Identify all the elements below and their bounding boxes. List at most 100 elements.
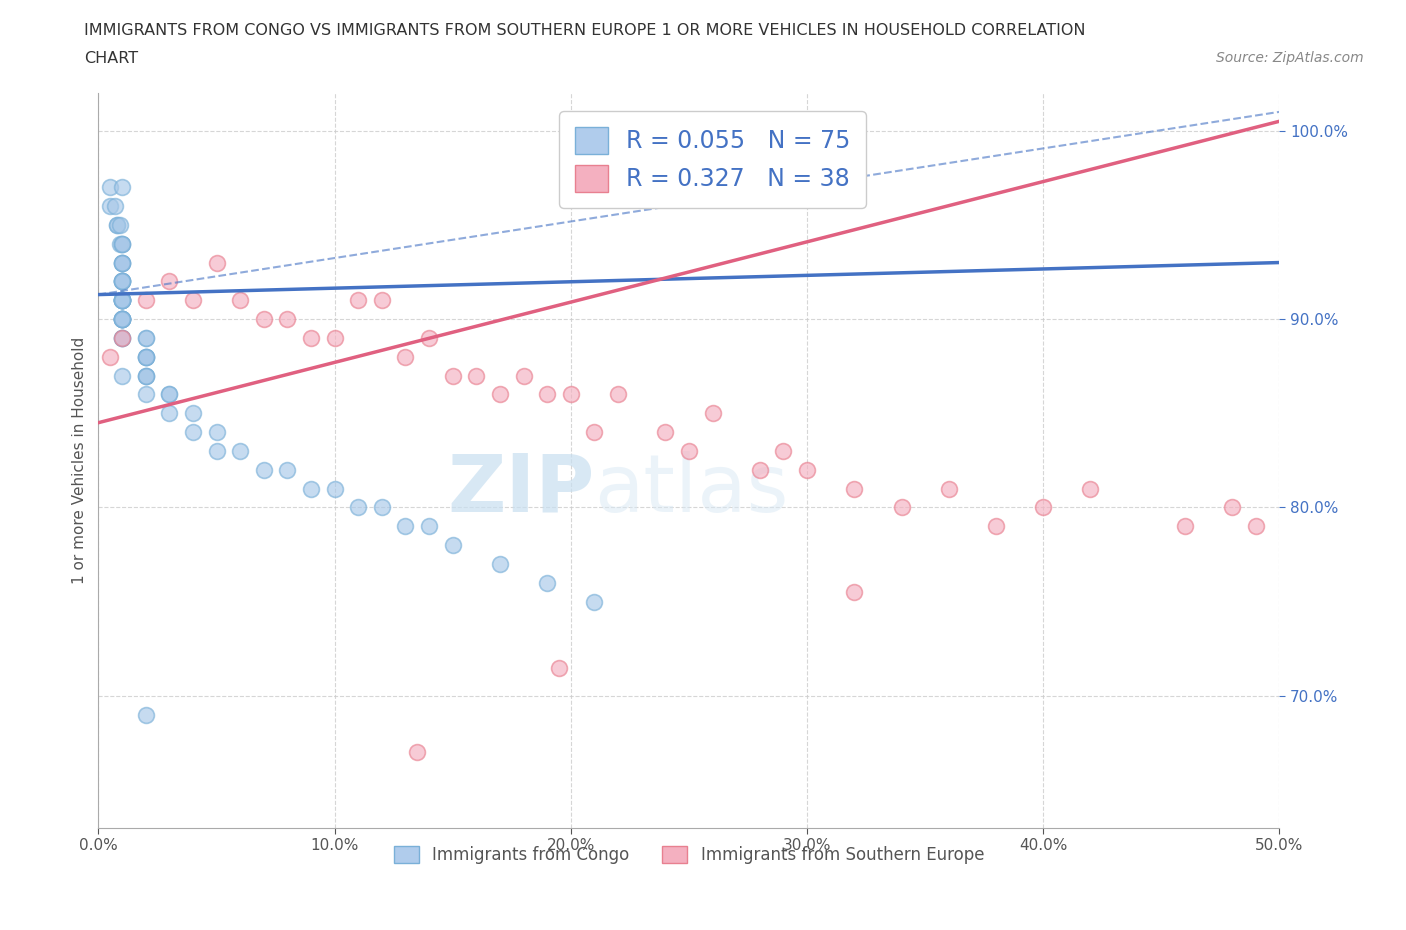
Point (607, 387, 630, 402)
Point (205, 255, 228, 270)
Point (135, 293, 157, 308)
Point (276, 462, 298, 477)
Point (135, 330, 157, 345)
Point (181, 425, 204, 440)
Point (111, 312, 134, 326)
Point (111, 274, 134, 289)
Point (111, 274, 134, 289)
Point (229, 293, 252, 308)
Point (111, 274, 134, 289)
Point (536, 387, 558, 402)
Point (111, 330, 134, 345)
Point (772, 444, 794, 458)
Point (560, 387, 582, 402)
Point (111, 293, 134, 308)
Point (135, 350, 157, 365)
Point (583, 425, 606, 440)
Point (111, 312, 134, 326)
Point (1032, 500, 1054, 515)
Point (108, 218, 131, 232)
Point (1080, 481, 1102, 496)
Point (111, 255, 134, 270)
Point (104, 199, 127, 214)
Text: IMMIGRANTS FROM CONGO VS IMMIGRANTS FROM SOUTHERN EUROPE 1 OR MORE VEHICLES IN H: IMMIGRANTS FROM CONGO VS IMMIGRANTS FROM… (84, 23, 1085, 38)
Point (135, 368, 157, 383)
Text: Source: ZipAtlas.com: Source: ZipAtlas.com (1216, 51, 1364, 65)
Point (654, 425, 676, 440)
Point (111, 293, 134, 308)
Point (394, 350, 416, 365)
Point (1244, 519, 1267, 534)
Point (111, 274, 134, 289)
Point (111, 330, 134, 345)
Point (418, 330, 440, 345)
Point (984, 519, 1007, 534)
Point (253, 312, 276, 326)
Point (583, 594, 606, 609)
Point (111, 312, 134, 326)
Point (111, 236, 134, 251)
Point (844, 481, 866, 496)
Point (702, 405, 724, 420)
Point (108, 236, 131, 251)
Point (98, 199, 121, 214)
Text: ZIP: ZIP (447, 451, 595, 529)
Point (135, 330, 157, 345)
Point (111, 274, 134, 289)
Point (111, 293, 134, 308)
Point (111, 312, 134, 326)
Point (205, 444, 228, 458)
Point (111, 236, 134, 251)
Point (299, 481, 322, 496)
Point (135, 350, 157, 365)
Point (98, 350, 121, 365)
Point (441, 368, 464, 383)
Point (418, 519, 440, 534)
Point (489, 556, 512, 571)
Point (229, 444, 252, 458)
Point (181, 293, 204, 308)
Point (111, 312, 134, 326)
Point (111, 236, 134, 251)
Point (111, 312, 134, 326)
Point (111, 179, 134, 194)
Point (157, 387, 180, 402)
Point (111, 293, 134, 308)
Point (406, 745, 429, 760)
Point (1220, 500, 1243, 515)
Point (105, 218, 128, 232)
Point (135, 350, 157, 365)
Point (111, 255, 134, 270)
Point (844, 585, 866, 600)
Point (111, 330, 134, 345)
Point (347, 293, 370, 308)
Legend: Immigrants from Congo, Immigrants from Southern Europe: Immigrants from Congo, Immigrants from S… (387, 839, 991, 870)
Point (98, 179, 121, 194)
Point (157, 405, 180, 420)
Point (678, 444, 700, 458)
Point (489, 387, 512, 402)
Point (748, 462, 770, 477)
Point (299, 330, 322, 345)
Point (111, 293, 134, 308)
Y-axis label: 1 or more Vehicles in Household: 1 or more Vehicles in Household (72, 337, 87, 584)
Point (276, 312, 298, 326)
Point (323, 481, 346, 496)
Point (111, 312, 134, 326)
Point (512, 368, 534, 383)
Point (465, 368, 488, 383)
Point (135, 368, 157, 383)
Point (111, 368, 134, 383)
Point (796, 462, 818, 477)
Point (371, 500, 394, 515)
Point (371, 293, 394, 308)
Point (347, 500, 370, 515)
Point (890, 500, 912, 515)
Point (938, 481, 960, 496)
Point (253, 462, 276, 477)
Point (205, 425, 228, 440)
Point (111, 293, 134, 308)
Point (157, 274, 180, 289)
Point (323, 330, 346, 345)
Point (111, 330, 134, 345)
